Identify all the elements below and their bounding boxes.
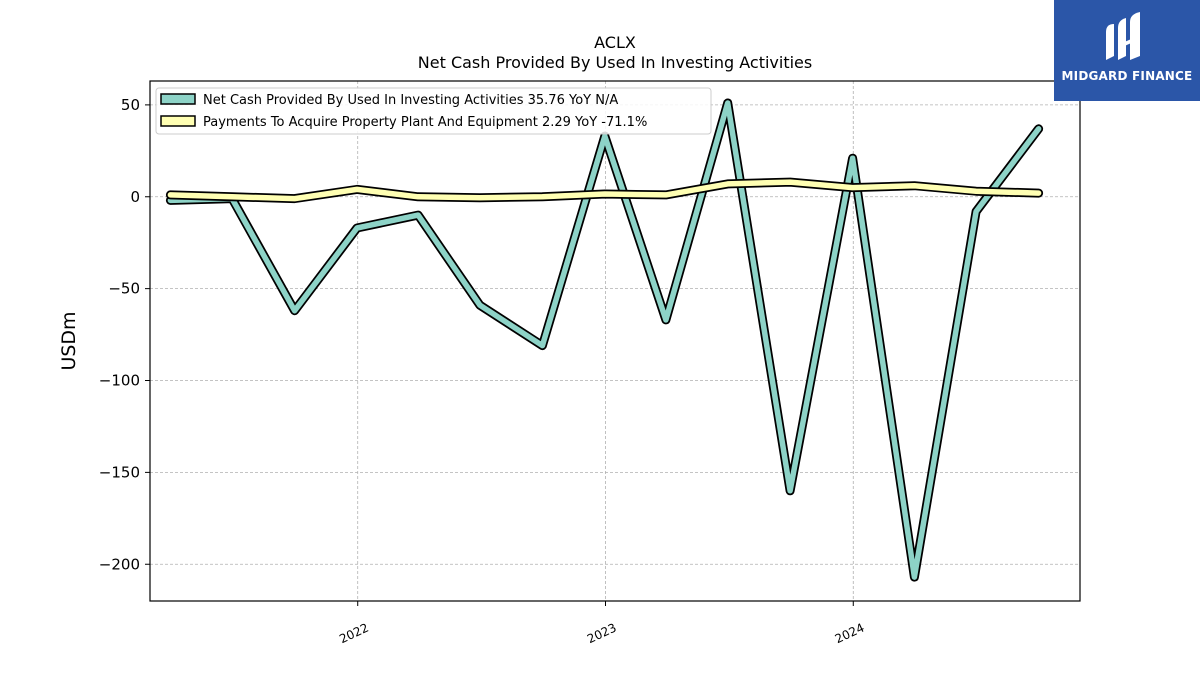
legend-swatch-capex [160,115,196,127]
series-line-1 [167,179,1042,202]
y-tick-label: 50 [121,96,140,114]
legend-label-capex: Payments To Acquire Property Plant And E… [203,115,647,130]
legend: Net Cash Provided By Used In Investing A… [155,87,712,135]
y-axis-ticks: 50 0 −50 −100 −150 −200 [99,96,150,573]
legend-box [155,87,712,135]
y-axis-label: USDm [58,311,80,370]
series-lines [165,98,1044,582]
legend-swatch-net-cash [160,93,196,105]
plot-frame [149,80,1081,602]
y-tick-label: 0 [130,188,140,206]
midgard-finance-logo: MIDGARD FINANCE [1054,0,1200,101]
legend-label-net-cash: Net Cash Provided By Used In Investing A… [203,93,618,108]
series-line-0 [167,100,1042,580]
brand-name: MIDGARD FINANCE [1061,69,1193,83]
x-tick-label: 2024 [833,621,867,647]
x-tick-label: 2022 [337,621,371,647]
logo-mark-icon [1106,12,1140,60]
y-tick-label: −50 [108,280,140,298]
x-tick-label: 2023 [585,621,619,647]
series-outline-0 [165,98,1044,582]
y-tick-label: −100 [99,372,140,390]
x-axis-ticks: 2022 2023 2024 [337,601,866,646]
y-tick-label: −200 [99,555,140,573]
chart-subtitle: Net Cash Provided By Used In Investing A… [418,53,812,72]
chart-title: ACLX [594,33,636,52]
y-tick-label: −150 [99,463,140,481]
